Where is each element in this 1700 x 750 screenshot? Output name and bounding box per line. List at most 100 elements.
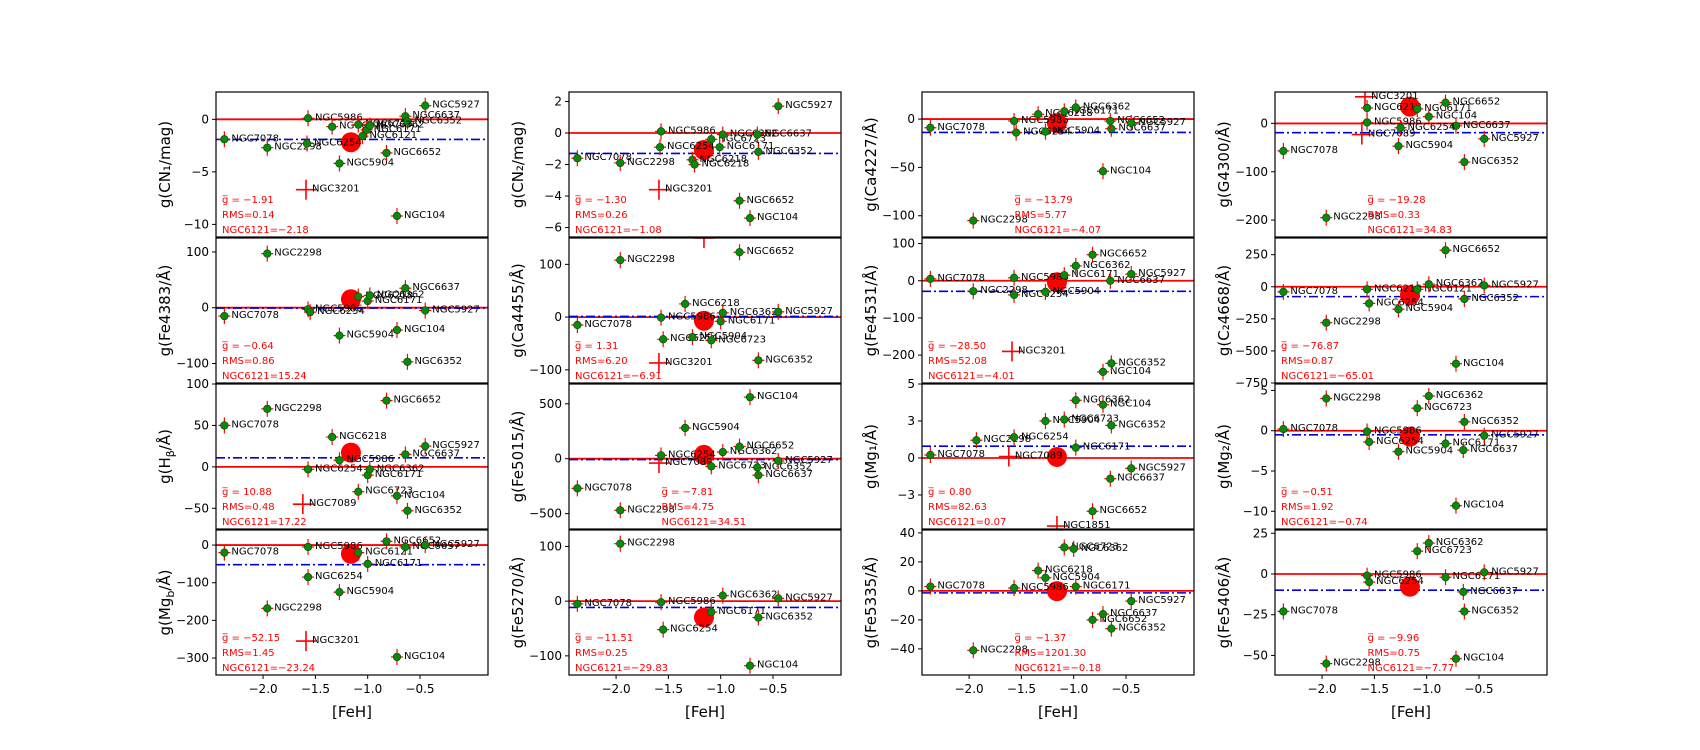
data-point: [1424, 538, 1433, 548]
y-tick-label: −6: [544, 221, 562, 235]
point-label: NGC6652: [1100, 505, 1148, 516]
point-label: NGC6637: [764, 129, 812, 140]
data-point: [365, 121, 374, 130]
y-tick-label: 0: [554, 310, 562, 324]
data-point: [220, 548, 229, 557]
point-label: NGC6352: [1471, 416, 1519, 427]
data-point: [1441, 439, 1450, 448]
y-tick-label: −4: [544, 189, 562, 203]
cross-label: NGC3201: [665, 184, 713, 195]
data-point: [263, 404, 272, 413]
point-label: NGC5904: [1405, 446, 1453, 457]
data-point: [303, 114, 313, 123]
data-point: [681, 299, 690, 309]
y-tick-label: −100: [176, 576, 209, 590]
point-label: NGC6218: [339, 431, 387, 442]
data-point: [421, 540, 430, 550]
plot-area: NGC7089 NGC7078 NGC2298 NGC6254 NGC5904 NGC67…: [569, 389, 841, 519]
y-tick-label: −50: [184, 501, 209, 515]
point-label: NGC6723: [1424, 402, 1472, 413]
point-label: NGC7078: [937, 581, 985, 592]
y-tick-label: 0: [201, 460, 209, 474]
point-label: NGC5927: [1491, 279, 1539, 290]
data-point: [707, 607, 716, 617]
data-point: [1041, 573, 1050, 582]
y-tick-label: 100: [539, 257, 562, 271]
point-label: NGC5904: [1052, 415, 1100, 426]
point-label: NGC2298: [274, 248, 322, 259]
data-point: [690, 160, 699, 169]
y-tick-label: −50: [1243, 648, 1268, 662]
point-label: NGC6652: [394, 395, 442, 406]
point-label: NGC5986: [1021, 115, 1069, 126]
point-label: NGC2298: [627, 254, 675, 265]
panel-4: NGC3201 NGC7089 NGC7078 NGC2298 NGC6218 NGC59…: [1214, 91, 1548, 238]
x-tick-label: −1.5: [301, 682, 330, 696]
point-label: NGC104: [1110, 366, 1151, 377]
y-tick-label: −500: [529, 507, 562, 521]
y-axis-label: g(CN₂/mag): [509, 121, 527, 208]
y-tick-label: 500: [539, 397, 562, 411]
point-label: NGC7078: [1290, 286, 1338, 297]
point-label: NGC5927: [785, 306, 833, 317]
data-point: [573, 599, 582, 608]
plot-area: NGC3201NGC7078NGC2298NGC5986NGC6254NGC59…: [216, 97, 488, 224]
data-point: [421, 306, 430, 315]
point-label: NGC6254: [1021, 431, 1069, 442]
y-tick-label: 0: [1260, 424, 1268, 438]
data-point: [616, 506, 625, 515]
point-label: NGC6652: [1117, 115, 1165, 126]
x-axis-label: [FeH]: [1038, 703, 1078, 721]
point-label: NGC6362: [730, 307, 778, 318]
plot-area: NGC7078NGC2298NGC5986NGC6254NGC6171NGC63…: [569, 535, 841, 674]
data-point: [1460, 607, 1469, 616]
panel-frame: [921, 91, 1195, 238]
point-label: NGC6637: [1470, 444, 1518, 455]
data-point: [1279, 425, 1288, 434]
data-point: [1362, 118, 1372, 127]
data-point: [774, 456, 783, 465]
plot-area: NGC3201NGC7078NGC2298NGC5986NGC6254NGC59…: [216, 533, 488, 665]
ngc6121-marker: [693, 310, 714, 331]
y-tick-label: 100: [539, 539, 562, 553]
point-label: NGC5927: [1138, 595, 1186, 606]
point-label: NGC6352: [1118, 357, 1166, 368]
point-label: NGC6121: [365, 547, 413, 558]
point-label: NGC5986: [668, 312, 716, 323]
point-label: NGC2298: [983, 434, 1031, 445]
stats-line: RMS=0.14: [222, 210, 275, 221]
cross-label: NGC3201: [312, 635, 360, 646]
point-label: NGC5986: [346, 454, 394, 465]
point-label: NGC6352: [765, 354, 813, 365]
data-point: [401, 542, 410, 552]
x-tick-label: −0.5: [1464, 682, 1493, 696]
point-label: NGC6171: [1083, 581, 1131, 592]
data-point: [1060, 271, 1069, 280]
point-label: NGC6352: [1471, 293, 1519, 304]
data-point: [972, 436, 981, 445]
data-point: [354, 292, 363, 301]
data-point: [1451, 359, 1461, 368]
point-label: NGC104: [404, 490, 445, 501]
y-tick-label: −300: [176, 651, 209, 665]
y-tick-label: −200: [882, 348, 915, 362]
plot-area: NGC7089 NGC7078 NGC2298 NGC6254 NGC6218 NGC59…: [216, 392, 488, 519]
data-point: [403, 506, 412, 515]
data-point: [1127, 464, 1136, 473]
data-point: [1071, 443, 1080, 452]
point-label: NGC5986: [315, 541, 363, 552]
data-point: [1034, 566, 1043, 575]
data-point: [1034, 110, 1043, 119]
data-point: [1127, 118, 1136, 128]
data-point: [1441, 573, 1450, 582]
stats-line: NGC6121=−23.24: [222, 663, 315, 674]
point-label: NGC2298: [1333, 317, 1381, 328]
data-point: [1322, 394, 1331, 403]
x-axis-label: [FeH]: [685, 703, 725, 721]
point-label: NGC6352: [414, 505, 462, 516]
point-label: NGC6637: [1463, 120, 1511, 131]
point-label: NGC6362: [1083, 394, 1131, 405]
data-point: [365, 291, 374, 300]
data-point: [1413, 104, 1422, 114]
data-point: [1362, 103, 1372, 113]
